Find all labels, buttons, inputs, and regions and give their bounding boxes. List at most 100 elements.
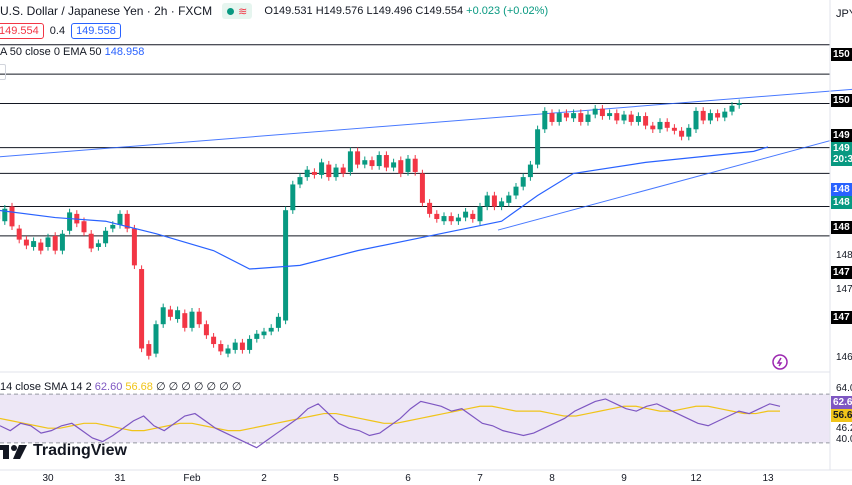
buy-price-button[interactable]: 149.558 [71, 23, 121, 39]
change-readout: +0.023 (+0.02%) [466, 5, 549, 17]
candle [297, 173, 303, 189]
candle [463, 207, 469, 222]
candle [124, 210, 130, 233]
rsi-legend-label: 14 close SMA 14 2 [0, 381, 92, 393]
candle [175, 306, 181, 323]
rsi-band [0, 394, 830, 443]
candle-body [131, 228, 137, 266]
candle-body [376, 155, 382, 167]
candle [196, 308, 202, 328]
candle-body [31, 241, 37, 247]
candle-body [556, 113, 562, 122]
candle [81, 217, 87, 236]
ema-legend[interactable]: A 50 close 0 EMA 50 148.958 [0, 46, 144, 58]
candle [153, 320, 159, 358]
rsi-legend[interactable]: 14 close SMA 14 2 62.60 56.68 ∅ ∅ ∅ ∅ ∅ … [0, 380, 241, 393]
candle [182, 309, 188, 332]
market-status-badge[interactable]: ≋ [222, 3, 253, 19]
sell-price-button[interactable]: 149.554 [0, 23, 44, 39]
time-label: 6 [405, 473, 411, 484]
candle [391, 158, 397, 172]
rsi-tick: 64.0 [836, 383, 852, 394]
candle [247, 335, 253, 354]
candle-body [664, 121, 670, 128]
candle [16, 224, 22, 244]
candle-body [362, 160, 368, 165]
candle [2, 205, 8, 225]
candle [333, 163, 339, 181]
candle [599, 105, 605, 120]
ohlc-readout: O149.531 H149.576 L149.496 C149.554 [264, 5, 464, 17]
candle [448, 212, 454, 225]
rsi-path [0, 398, 781, 449]
candle-body [491, 195, 497, 207]
candle [592, 105, 598, 119]
candle-body [160, 307, 166, 325]
candle [67, 208, 73, 235]
candle [635, 112, 641, 126]
candle [31, 237, 37, 251]
candle [427, 199, 433, 218]
price-tick: 146 [836, 352, 852, 363]
time-label: 9 [621, 473, 627, 484]
last-price-tag: 149 [831, 142, 852, 155]
candle-body [686, 127, 692, 137]
time-label: 30 [42, 473, 54, 484]
candle-body [9, 206, 15, 227]
candle [311, 168, 317, 179]
trendlines[interactable] [0, 81, 852, 231]
candle-body [268, 327, 274, 332]
candle-body [607, 113, 613, 117]
candle [506, 191, 512, 207]
candle-body [124, 213, 130, 229]
candle-body [340, 167, 346, 174]
candle-body [585, 114, 591, 122]
candle-body [484, 195, 490, 207]
candle [376, 151, 382, 170]
candle [319, 158, 325, 179]
candle-body [635, 116, 641, 122]
candle-body [520, 177, 526, 187]
candle-body [419, 173, 425, 203]
rsi-series [0, 398, 781, 449]
time-label: 13 [762, 473, 774, 484]
candle-body [211, 336, 217, 345]
price-tag: 150 [831, 48, 852, 61]
rsi-legend-value: 62.60 [94, 381, 123, 393]
candle [275, 313, 281, 332]
rsi-value-tag: 62.6 [831, 396, 852, 409]
candle-body [693, 110, 699, 130]
candle [52, 232, 58, 255]
candle [239, 338, 245, 354]
currency-label: JPY [836, 8, 852, 20]
horizontal-levels[interactable] [0, 44, 830, 237]
candle-body [247, 338, 253, 350]
candle [160, 303, 166, 328]
candle [657, 118, 663, 133]
candle [477, 202, 483, 225]
candle-body [110, 224, 116, 229]
candle-body [254, 333, 260, 339]
candle-body [412, 158, 418, 172]
candle-body [578, 113, 584, 122]
tradingview-logo[interactable]: TradingView [0, 442, 127, 460]
candle [38, 238, 44, 255]
wave-icon: ≋ [238, 5, 248, 18]
candle [693, 107, 699, 133]
candle [362, 156, 368, 169]
rsi-sma-path [0, 405, 780, 432]
ema-legend-label: A 50 close 0 EMA 50 [0, 46, 102, 58]
candle-body [707, 113, 713, 121]
time-label: 5 [333, 473, 339, 484]
candle [59, 230, 65, 255]
candle [369, 156, 375, 170]
candle-body [592, 108, 598, 115]
symbol-title[interactable]: U.S. Dollar / Japanese Yen · 2h · FXCM [0, 4, 213, 18]
candle-body [441, 216, 447, 222]
candle-body [527, 164, 533, 178]
candle-body [189, 311, 195, 328]
legend-collapse-toggle[interactable] [0, 64, 6, 80]
emoji-icon[interactable] [772, 354, 788, 370]
candle [679, 127, 685, 141]
